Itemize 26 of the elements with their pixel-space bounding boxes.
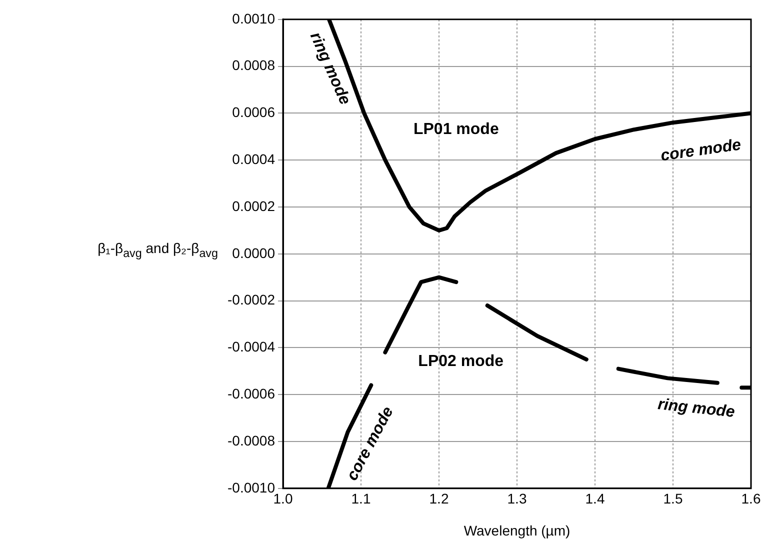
x-tick-label: 1.1 [351,490,371,507]
y-tick-label: 0.0010 [232,10,276,26]
y-axis-title: β₁-β$_{avg}$ and β₂-β$_{avg}$ [98,240,218,260]
y-tick-label: -0.0002 [228,292,276,308]
x-tick-label: 1.2 [429,490,449,507]
annotation: ring mode [306,30,354,108]
y-tick-label: -0.0004 [228,338,276,355]
y-tick-label: 0.0002 [232,198,276,214]
annotation: LP01 mode [413,121,499,138]
annotation: core mode [660,136,742,165]
y-tick-label: -0.0006 [228,385,276,402]
y-tick-label: 0.0008 [232,57,276,74]
x-tick-label: 1.0 [273,490,293,507]
x-axis-title: Wavelength (µm) [464,522,570,538]
annotation: LP02 mode [418,353,504,370]
y-tick-label: 0.0004 [232,150,276,167]
y-tick-label: 0.0006 [232,104,276,120]
y-tick-label: 0.0000 [232,244,276,261]
x-tick-label: 1.3 [507,490,527,507]
x-tick-label: 1.6 [741,490,761,507]
annotation: ring mode [656,396,736,422]
annotation: core mode [344,404,397,484]
y-tick-label: -0.0008 [228,432,276,448]
x-tick-label: 1.4 [585,490,605,507]
x-tick-label: 1.5 [663,490,683,507]
y-tick-label: -0.0010 [228,479,276,496]
